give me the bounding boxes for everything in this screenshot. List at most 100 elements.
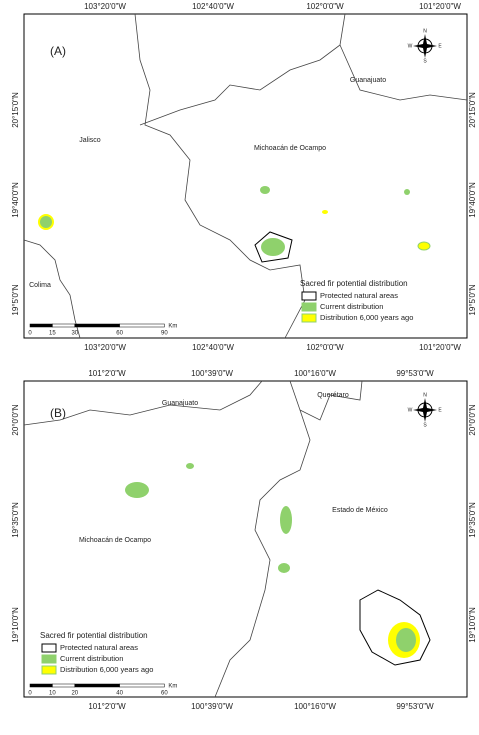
legend-title: Sacred fir potential distribution [40, 631, 148, 640]
scale-label: 60 [161, 691, 168, 697]
legend-swatch [41, 665, 57, 675]
distribution-patch [261, 238, 285, 256]
scale-segment [52, 683, 76, 688]
distribution-patch [278, 563, 290, 573]
scale-label: 30 [71, 331, 78, 337]
scale-unit: Km [168, 684, 177, 690]
distribution-patch [404, 189, 410, 195]
scale-segment [29, 323, 53, 328]
panel-label: (B) [50, 406, 66, 420]
boundary [299, 380, 363, 421]
longitude-label: 103°20'0"W [84, 2, 126, 11]
latitude-label: 20°15'0"N [11, 92, 20, 128]
place-name: Guanajuato [350, 77, 386, 84]
place-name: Colima [29, 282, 51, 289]
legend-item: Current distribution [60, 654, 123, 663]
legend-swatch [41, 654, 57, 664]
longitude-label: 100°16'0"W [294, 702, 336, 711]
distribution-patch [38, 214, 54, 230]
longitude-label: 101°20'0"W [419, 343, 461, 352]
boundary [23, 380, 263, 426]
latitude-label: 19°40'0"N [468, 182, 477, 218]
longitude-label: 102°0'0"W [306, 2, 344, 11]
scale-segment [119, 323, 165, 328]
compass-letter: N [423, 28, 427, 34]
longitude-label: 102°40'0"W [192, 343, 234, 352]
scale-label: 0 [28, 691, 32, 697]
boundary [339, 44, 468, 101]
boundary [134, 13, 306, 339]
compass [413, 34, 437, 58]
latitude-label: 20°0'0"N [468, 404, 477, 435]
place-name: Estado de México [332, 507, 388, 514]
boundary [214, 380, 311, 698]
scale-label: 60 [116, 331, 123, 337]
compass-letter: W [408, 43, 413, 49]
longitude-label: 99°53'0"W [396, 702, 434, 711]
longitude-label: 102°40'0"W [192, 2, 234, 11]
scale-label: 0 [28, 331, 32, 337]
scale-unit: Km [168, 324, 177, 330]
panel-label: (A) [50, 44, 66, 58]
latitude-label: 19°10'0"N [11, 607, 20, 643]
longitude-label: 100°16'0"W [294, 369, 336, 378]
scale-label: 15 [49, 331, 56, 337]
latitude-label: 19°5'0"N [11, 284, 20, 315]
place-name: Jalisco [79, 137, 101, 144]
scale-segment [74, 323, 120, 328]
place-name: Querétaro [317, 392, 349, 399]
latitude-label: 19°35'0"N [468, 502, 477, 538]
distribution-patch [125, 482, 149, 498]
scale-label: 40 [116, 691, 123, 697]
compass-letter: E [438, 43, 442, 49]
legend-title: Sacred fir potential distribution [300, 279, 408, 288]
legend-item: Distribution 6,000 years ago [60, 665, 153, 674]
longitude-label: 103°20'0"W [84, 343, 126, 352]
scale-segment [52, 323, 76, 328]
distribution-patch [260, 186, 270, 194]
legend-item: Protected natural areas [320, 291, 398, 300]
place-name: Guanajuato [162, 400, 198, 407]
legend-item: Distribution 6,000 years ago [320, 313, 413, 322]
scale-label: 10 [49, 691, 56, 697]
scale-label: 90 [161, 331, 168, 337]
scale-segment [119, 683, 165, 688]
distribution-patch [186, 463, 194, 469]
longitude-label: 102°0'0"W [306, 343, 344, 352]
distribution-patch [396, 628, 416, 652]
compass-letter: E [438, 407, 442, 413]
latitude-label: 19°5'0"N [468, 284, 477, 315]
latitude-label: 20°0'0"N [11, 404, 20, 435]
latitude-label: 19°35'0"N [11, 502, 20, 538]
legend-swatch [301, 291, 317, 301]
place-name: Michoacán de Ocampo [79, 537, 151, 544]
latitude-label: 19°40'0"N [11, 182, 20, 218]
scale-segment [74, 683, 120, 688]
distribution-patch [280, 506, 292, 534]
legend-swatch [301, 302, 317, 312]
compass [413, 398, 437, 422]
distribution-patch [417, 241, 431, 251]
panel-frame [23, 13, 468, 339]
longitude-label: 100°39'0"W [191, 702, 233, 711]
legend-item: Current distribution [320, 302, 383, 311]
distribution-patch [322, 210, 328, 214]
compass-letter: N [423, 392, 427, 398]
legend-swatch [301, 313, 317, 323]
scale-segment [29, 683, 53, 688]
longitude-label: 101°20'0"W [419, 2, 461, 11]
scale-label: 20 [71, 691, 78, 697]
boundary [23, 239, 81, 339]
longitude-label: 101°2'0"W [88, 369, 126, 378]
latitude-label: 20°15'0"N [468, 92, 477, 128]
longitude-label: 100°39'0"W [191, 369, 233, 378]
place-name: Michoacán de Ocampo [254, 145, 326, 152]
compass-letter: S [423, 422, 427, 428]
boundary [139, 13, 346, 126]
latitude-label: 19°10'0"N [468, 607, 477, 643]
longitude-label: 101°2'0"W [88, 702, 126, 711]
legend-swatch [41, 643, 57, 653]
legend-item: Protected natural areas [60, 643, 138, 652]
